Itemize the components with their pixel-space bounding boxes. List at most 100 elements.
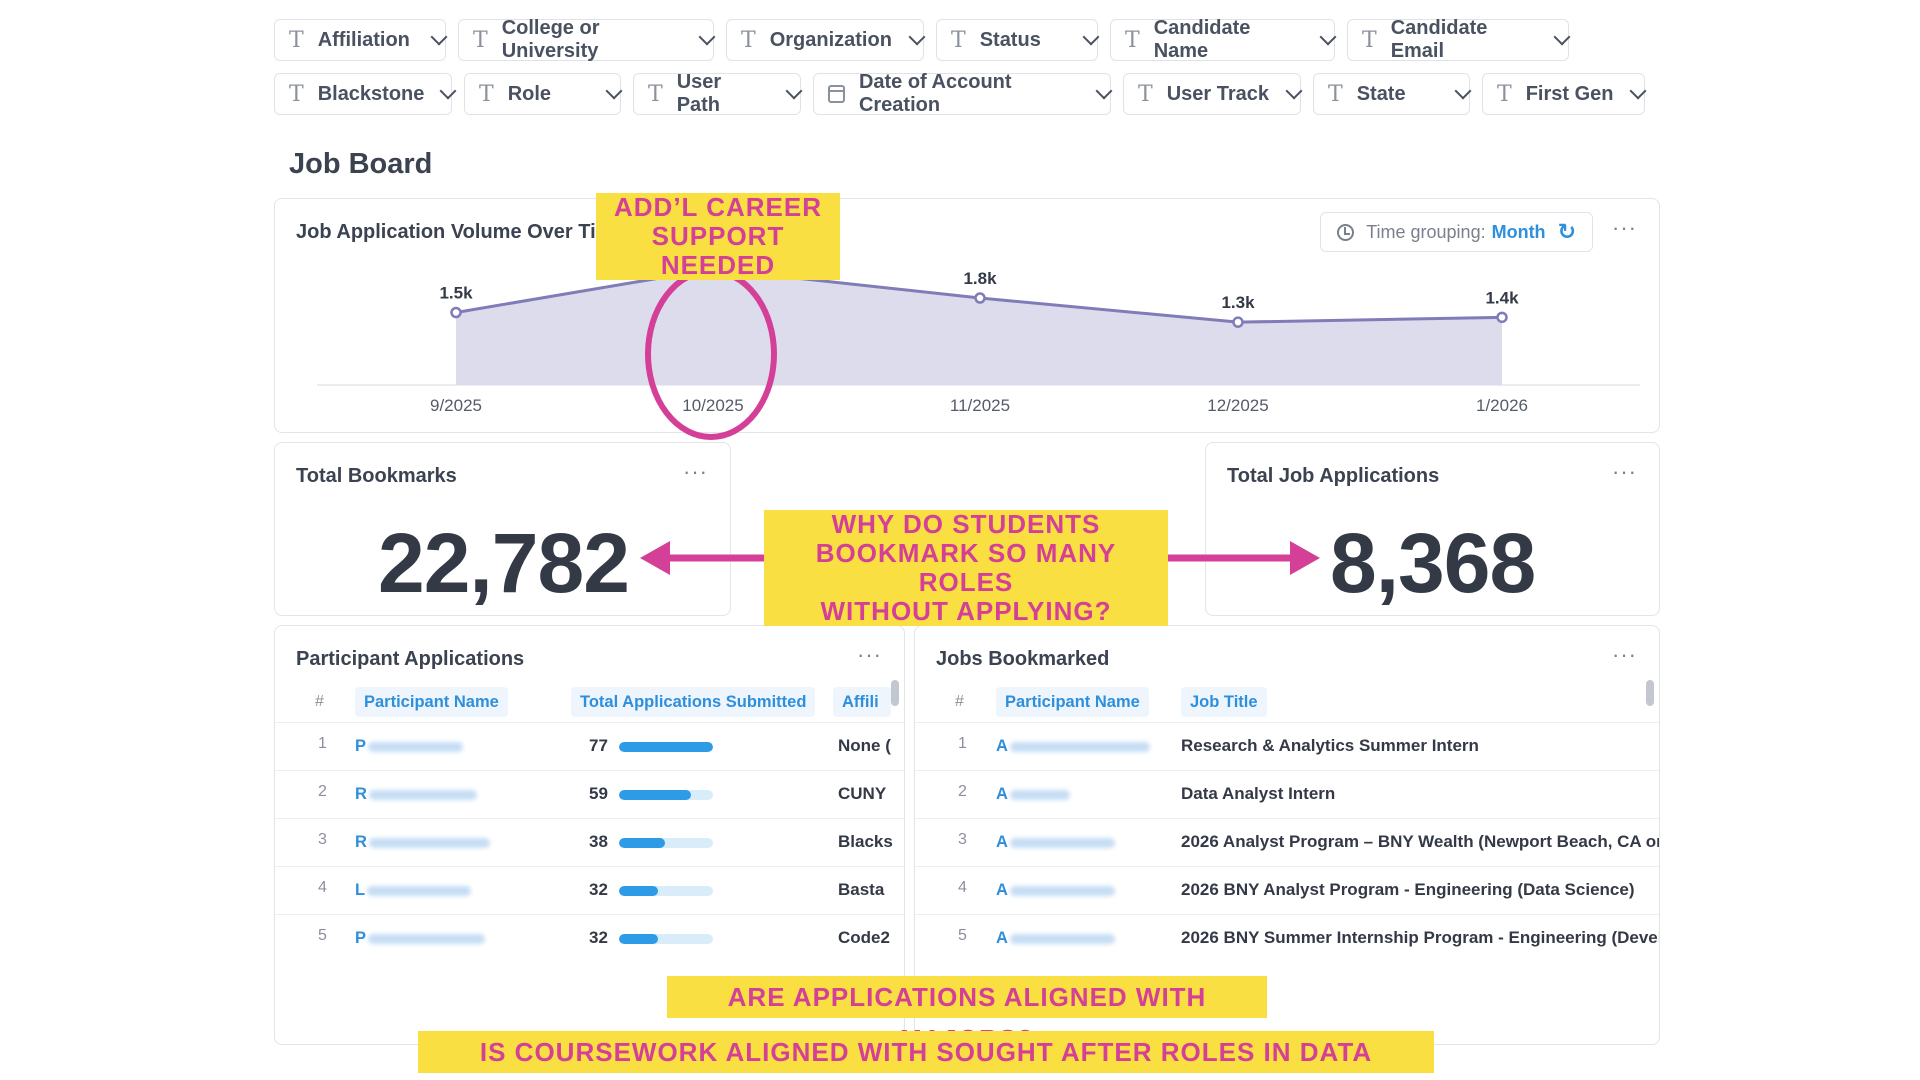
clock-icon	[1337, 223, 1355, 241]
text-type-icon: T	[1362, 27, 1377, 53]
participant-name-link[interactable]: R	[355, 833, 490, 852]
participant-name-link[interactable]: A	[996, 785, 1070, 804]
filter-user-path[interactable]: T User Path	[633, 71, 801, 116]
annotation-line: SUPPORT NEEDED	[651, 221, 785, 280]
name-initial: P	[355, 737, 367, 755]
table-row[interactable]: 2 A Data Analyst Intern	[915, 770, 1659, 818]
data-label: 1.4k	[1485, 288, 1519, 307]
table-row[interactable]: 5 A 2026 BNY Summer Internship Program - E…	[915, 914, 1659, 962]
filter-college-or-university[interactable]: T College or University	[458, 17, 714, 62]
more-options-icon[interactable]: ···	[1612, 642, 1637, 667]
data-point[interactable]	[974, 292, 986, 304]
filter-first-gen[interactable]: T First Gen	[1482, 73, 1645, 115]
filter-affiliation[interactable]: T Affiliation	[274, 19, 446, 61]
x-tick-label: 10/2025	[682, 396, 743, 415]
filter-label: Blackstone	[317, 82, 425, 105]
column-header-job-title[interactable]: Job Title	[1181, 687, 1267, 717]
table-row[interactable]: 4 L 32 Basta	[275, 866, 904, 914]
card-title: Participant Applications	[296, 648, 525, 670]
participant-name-link[interactable]: A	[996, 833, 1115, 852]
filter-organization[interactable]: T Organization	[726, 19, 924, 61]
total-applications-value: 8,368	[1330, 516, 1536, 610]
data-point[interactable]	[1496, 311, 1508, 324]
filter-user-track[interactable]: T User Track	[1123, 73, 1301, 115]
affiliation-value: Code2	[838, 928, 890, 947]
more-options-icon[interactable]: ···	[1612, 459, 1637, 484]
redacted-name	[368, 933, 486, 944]
filter-candidate-email[interactable]: T Candidate Email	[1347, 17, 1569, 62]
x-tick-label: 12/2025	[1207, 396, 1268, 415]
affiliation-value: Blacks	[838, 832, 893, 851]
table-row[interactable]: 4 A 2026 BNY Analyst Program - Engineering…	[915, 866, 1659, 914]
participant-name-link[interactable]: P	[355, 737, 464, 756]
x-tick-label: 9/2025	[430, 396, 482, 415]
table-row[interactable]: 1 P 77 None (	[275, 722, 904, 770]
participant-name-link[interactable]: A	[996, 737, 1150, 756]
time-grouping-control[interactable]: Time grouping: Month ↻	[1320, 212, 1593, 252]
chevron-down-icon	[1614, 87, 1630, 101]
total-bookmarks-card: Total Bookmarks ··· 22,782	[274, 442, 731, 616]
chevron-down-icon	[424, 87, 440, 101]
filter-date-of-account-creation[interactable]: Date of Account Creation	[813, 71, 1111, 116]
name-initial: R	[355, 785, 367, 803]
text-type-icon: T	[1328, 81, 1343, 107]
redacted-name	[368, 741, 464, 752]
chevron-down-icon	[893, 33, 909, 47]
scrollbar[interactable]	[1646, 680, 1654, 706]
table-row[interactable]: 5 P 32 Code2	[275, 914, 904, 962]
job-title: Data Analyst Intern	[1181, 784, 1336, 803]
text-type-icon: T	[1138, 81, 1153, 107]
participant-name-link[interactable]: A	[996, 881, 1115, 900]
column-header-affiliation[interactable]: Affili	[833, 687, 891, 717]
column-header-total-applications[interactable]: Total Applications Submitted	[571, 687, 816, 717]
participant-name-link[interactable]: L	[355, 881, 472, 900]
job-title: 2026 BNY Summer Internship Program - Eng…	[1181, 928, 1660, 947]
filter-role[interactable]: T Role	[464, 73, 621, 115]
filter-status[interactable]: T Status	[936, 19, 1098, 61]
total-applications-card: Total Job Applications ··· 8,368	[1205, 442, 1660, 616]
table-row[interactable]: 1 A Research & Analytics Summer Intern	[915, 722, 1659, 770]
name-initial: P	[355, 929, 367, 947]
scrollbar[interactable]	[891, 680, 899, 706]
applications-bar-fill	[619, 790, 691, 800]
filter-row: T Blackstone T Role T User Path Date of Accoun…	[274, 71, 1674, 116]
text-type-icon: T	[1125, 27, 1140, 53]
participant-name-link[interactable]: R	[355, 785, 477, 804]
jobs-bookmarked-card: Jobs Bookmarked ··· # Participant Name J…	[914, 625, 1660, 1045]
column-header-index[interactable]: #	[955, 693, 964, 710]
filter-candidate-name[interactable]: T Candidate Name	[1110, 17, 1335, 62]
filter-blackstone[interactable]: T Blackstone	[274, 73, 452, 115]
text-type-icon: T	[741, 27, 756, 53]
table-row[interactable]: 2 R 59 CUNY	[275, 770, 904, 818]
column-header-index[interactable]: #	[315, 693, 324, 710]
filter-label: User Path	[676, 71, 722, 116]
chevron-down-icon	[1538, 33, 1554, 47]
chevron-down-icon	[1080, 87, 1096, 101]
table-row[interactable]: 3 A 2026 Analyst Program – BNY Wealth (New…	[915, 818, 1659, 866]
column-header-participant-name[interactable]: Participant Name	[996, 687, 1149, 717]
row-index: 3	[958, 831, 967, 848]
time-grouping-value[interactable]: Month	[1491, 221, 1546, 242]
table-body: 1 A Research & Analytics Summer Intern 2 A Da…	[915, 722, 1659, 962]
data-point[interactable]	[1232, 316, 1244, 328]
column-header-participant-name[interactable]: Participant Name	[355, 687, 508, 717]
redacted-name	[1009, 741, 1150, 752]
applications-count: 32	[589, 928, 608, 947]
refresh-icon[interactable]: ↻	[1557, 219, 1576, 244]
more-options-icon[interactable]: ···	[683, 459, 708, 484]
participant-name-link[interactable]: A	[996, 929, 1115, 948]
data-point[interactable]	[450, 306, 462, 319]
more-options-icon[interactable]: ···	[857, 642, 882, 667]
more-options-icon[interactable]: ···	[1612, 215, 1637, 240]
applications-bar-fill	[619, 934, 659, 944]
participant-name-link[interactable]: P	[355, 929, 486, 948]
filter-state[interactable]: T State	[1313, 73, 1470, 115]
row-index: 2	[958, 783, 967, 800]
x-tick-label: 11/2025	[950, 396, 1010, 415]
filter-label: Role	[507, 82, 552, 105]
chevron-down-icon	[1304, 33, 1320, 47]
affiliation-value: CUNY	[838, 784, 887, 803]
chevron-down-icon	[415, 33, 431, 47]
card-title: Job Application Volume Over Time	[296, 221, 625, 243]
table-row[interactable]: 3 R 38 Blacks	[275, 818, 904, 866]
